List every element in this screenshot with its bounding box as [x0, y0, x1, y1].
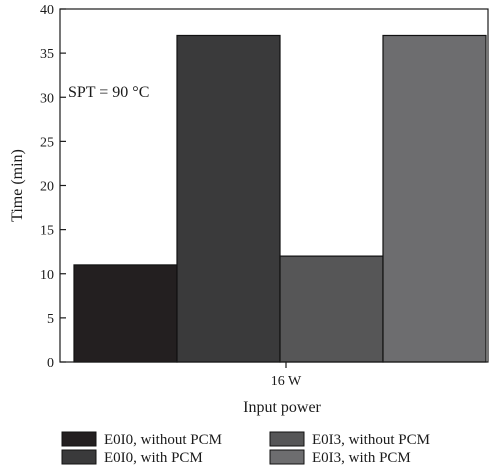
y-axis-title: Time (min): [9, 149, 26, 222]
bar-4: [382, 34, 487, 363]
y-axis-ticks: 0 5 10 15 20 25 30 35 40: [40, 3, 66, 371]
y-tick-label: 20: [40, 180, 54, 195]
x-axis-title: Input power: [243, 399, 321, 416]
legend-swatch-2: [61, 449, 97, 465]
legend-swatch-3: [269, 431, 305, 447]
legend-label-2: E0I0, with PCM: [104, 450, 203, 466]
y-tick-label: 25: [40, 135, 54, 150]
y-tick-label: 35: [40, 47, 54, 62]
y-tick-label: 15: [40, 224, 54, 239]
y-tick-label: 5: [47, 312, 54, 327]
legend-swatch-4: [269, 449, 305, 465]
legend: E0I0, without PCM E0I0, with PCM E0I3, wit…: [61, 431, 430, 466]
bar-3: [279, 255, 384, 363]
y-tick-label: 0: [47, 356, 54, 371]
y-tick-label: 10: [40, 268, 54, 283]
y-tick-label: 40: [40, 3, 54, 18]
legend-swatch-1: [61, 431, 97, 447]
legend-label-1: E0I0, without PCM: [104, 432, 222, 448]
x-axis-ticks: 16 W: [271, 362, 302, 389]
legend-label-4: E0I3, with PCM: [312, 450, 411, 466]
bar-1: [73, 264, 178, 363]
x-tick-label: 16 W: [271, 374, 302, 389]
y-tick-label: 30: [40, 91, 54, 106]
bar-2: [176, 34, 281, 363]
bars-layer: [73, 34, 487, 363]
spt-annotation: SPT = 90 °C: [68, 84, 149, 101]
legend-label-3: E0I3, without PCM: [312, 432, 430, 448]
